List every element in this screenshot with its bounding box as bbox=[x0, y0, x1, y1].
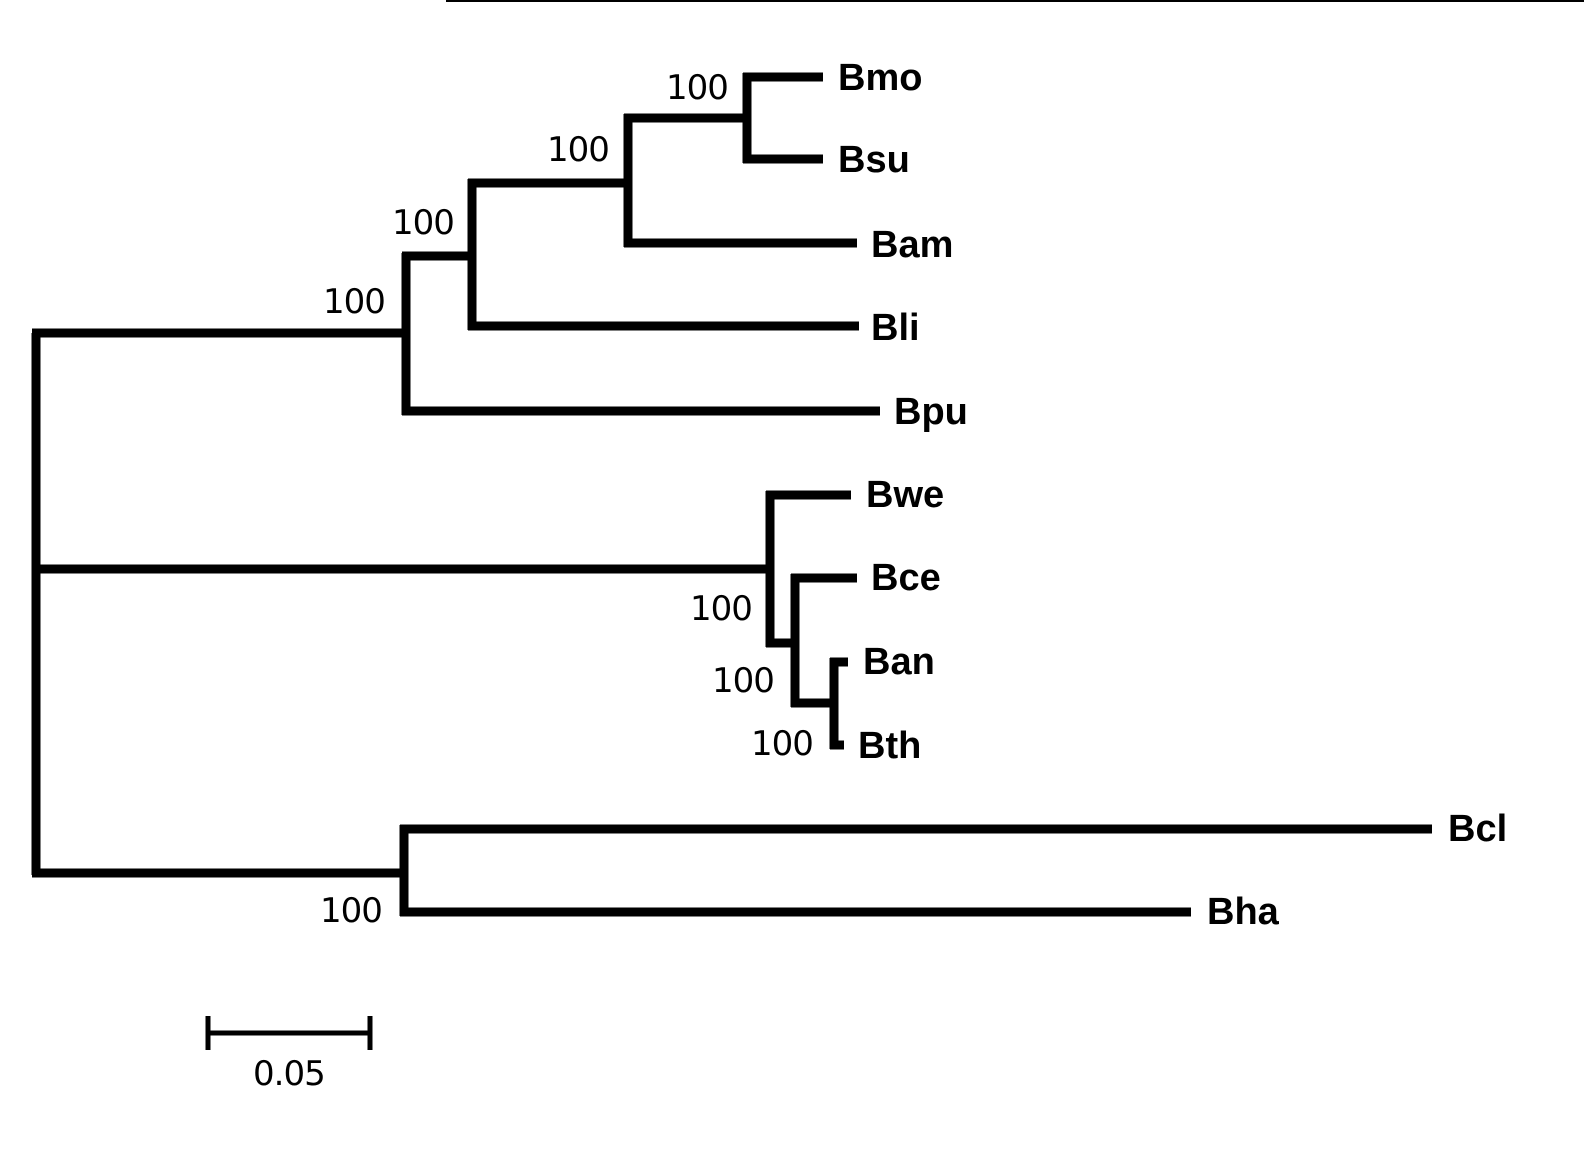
taxon-label-bpu: Bpu bbox=[894, 391, 968, 433]
taxon-label-bmo: Bmo bbox=[838, 57, 922, 99]
taxon-label-bha: Bha bbox=[1207, 891, 1280, 933]
support-value-bce-ban-bth: 100 bbox=[712, 661, 774, 701]
support-value-ban-bth: 100 bbox=[751, 724, 813, 764]
taxon-label-bce: Bce bbox=[871, 557, 941, 599]
taxon-label-bcl: Bcl bbox=[1448, 808, 1507, 850]
taxon-label-bam: Bam bbox=[871, 224, 953, 266]
support-value-bmo-bli: 100 bbox=[392, 203, 454, 243]
scale-bar-label: 0.05 bbox=[253, 1054, 325, 1094]
support-value-cereus-group: 100 bbox=[690, 589, 752, 629]
taxon-label-bth: Bth bbox=[858, 725, 921, 767]
support-value-subtilis-group: 100 bbox=[323, 282, 385, 322]
support-value-bmo-bsu: 100 bbox=[666, 68, 728, 108]
support-value-bmo-bam: 100 bbox=[547, 130, 609, 170]
taxon-label-bwe: Bwe bbox=[866, 474, 944, 516]
taxon-label-bli: Bli bbox=[871, 307, 920, 349]
taxon-label-bsu: Bsu bbox=[838, 139, 910, 181]
scale-bar: 0.05 bbox=[205, 1016, 373, 1094]
support-value-bcl-bha: 100 bbox=[320, 891, 382, 931]
taxon-label-ban: Ban bbox=[863, 641, 935, 683]
